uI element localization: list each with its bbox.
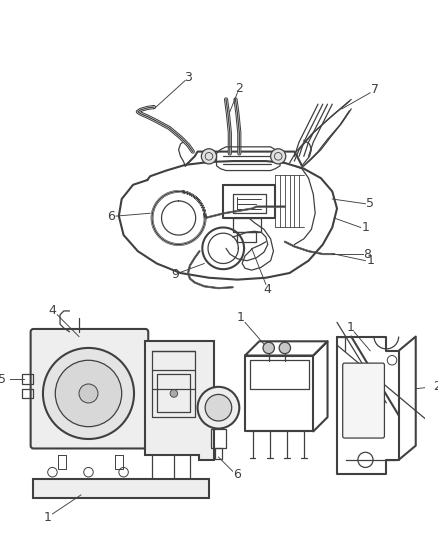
Text: 1: 1: [366, 254, 374, 267]
Text: 9: 9: [171, 269, 179, 281]
Text: 5: 5: [0, 373, 6, 386]
Circle shape: [170, 390, 178, 397]
Polygon shape: [145, 341, 214, 460]
Text: 1: 1: [346, 320, 354, 334]
Text: 5: 5: [366, 197, 374, 210]
Text: 4: 4: [49, 304, 57, 318]
Circle shape: [263, 342, 274, 353]
Text: 2: 2: [433, 381, 438, 393]
Circle shape: [201, 149, 216, 164]
Circle shape: [43, 348, 134, 439]
Text: 6: 6: [233, 467, 241, 481]
Text: 1: 1: [237, 311, 244, 324]
Circle shape: [279, 342, 290, 353]
Circle shape: [271, 149, 286, 164]
Polygon shape: [33, 479, 209, 498]
Circle shape: [79, 384, 98, 403]
Text: 8: 8: [364, 247, 371, 261]
Text: 1: 1: [361, 221, 369, 234]
Text: 4: 4: [264, 282, 272, 296]
FancyBboxPatch shape: [31, 329, 148, 448]
Text: 7: 7: [371, 84, 379, 96]
FancyBboxPatch shape: [343, 363, 385, 438]
Text: 6: 6: [107, 209, 115, 223]
Circle shape: [55, 360, 122, 427]
Text: 3: 3: [184, 71, 192, 84]
Circle shape: [198, 387, 239, 429]
Text: 1: 1: [44, 511, 52, 524]
Text: 2: 2: [235, 82, 243, 94]
Circle shape: [205, 394, 232, 421]
